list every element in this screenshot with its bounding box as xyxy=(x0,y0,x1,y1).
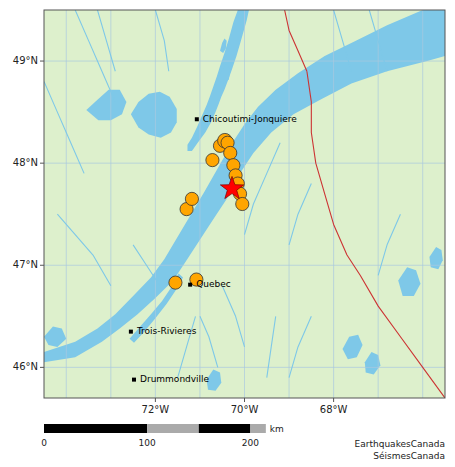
line-path xyxy=(75,10,115,102)
map-chart: Chicoutimi-Jonquiere Quebec Trois-Rivieres… xyxy=(0,0,455,467)
area-shape xyxy=(187,10,248,151)
grid-line xyxy=(422,10,423,398)
x-tick-label: 72°W xyxy=(142,404,170,415)
attribution-line: SéismesCanada xyxy=(373,451,445,461)
scale-bar-segment xyxy=(44,424,147,433)
x-tick-label: 68°W xyxy=(320,404,348,415)
plot-area xyxy=(44,10,445,398)
scale-bar-label: 0 xyxy=(41,438,47,448)
x-tick xyxy=(244,398,245,402)
area-shape xyxy=(398,267,420,296)
line-path xyxy=(155,10,168,71)
x-tick-label: 70°W xyxy=(231,404,259,415)
square-marker xyxy=(132,378,136,382)
line-path xyxy=(267,316,276,377)
plot-frame xyxy=(44,10,445,398)
grid-line xyxy=(44,61,445,62)
grid-line xyxy=(333,10,334,398)
line-path xyxy=(378,214,400,275)
area-shape xyxy=(131,92,177,138)
scale-bar-segment xyxy=(199,424,251,433)
line-path xyxy=(57,214,110,285)
point-label: Chicoutimi-Jonquiere xyxy=(203,114,298,124)
grid-line xyxy=(66,10,67,398)
grid-line xyxy=(378,10,379,398)
area-shape xyxy=(86,90,126,121)
y-tick-label: 48°N xyxy=(13,157,38,168)
x-tick xyxy=(333,398,334,402)
scale-bar-segment xyxy=(250,424,265,433)
labels: Chicoutimi-Jonquiere Quebec Trois-Rivieres… xyxy=(13,55,445,461)
y-tick-label: 47°N xyxy=(13,259,38,270)
line-path xyxy=(369,10,387,71)
attribution-line: EarthquakesCanada xyxy=(355,439,445,449)
circle-marker xyxy=(236,197,249,210)
line-path xyxy=(222,286,244,347)
line-path xyxy=(307,71,445,398)
area-shape xyxy=(343,335,363,360)
line-path xyxy=(44,81,84,173)
y-tick-label: 46°N xyxy=(13,361,38,372)
line-path xyxy=(200,316,218,367)
circle-marker xyxy=(206,154,219,167)
grid-line xyxy=(199,10,200,398)
line-path xyxy=(289,316,311,377)
scale-bar-label: 200 xyxy=(242,438,259,448)
grid-line xyxy=(44,163,445,164)
grid-line xyxy=(44,367,445,368)
square-marker xyxy=(195,117,199,121)
y-tick-label: 49°N xyxy=(13,55,38,66)
line-path xyxy=(245,143,281,235)
grid-line xyxy=(44,265,445,266)
area-shape xyxy=(217,64,230,83)
y-tick xyxy=(40,265,44,266)
scale-bar-label: 100 xyxy=(139,438,156,448)
area-shape xyxy=(429,247,442,269)
grid-line xyxy=(110,10,111,398)
line-path xyxy=(289,184,311,245)
circle-marker xyxy=(224,146,237,159)
scale-bar-unit: km xyxy=(270,424,284,434)
point-label: Trois-Rivieres xyxy=(136,326,197,336)
square-marker xyxy=(188,283,192,287)
grid-line xyxy=(155,10,156,398)
point-label: Quebec xyxy=(196,279,231,289)
line-path xyxy=(334,10,352,71)
area-shape xyxy=(44,327,66,347)
y-tick xyxy=(40,367,44,368)
line-path xyxy=(133,245,160,286)
point-label: Drummondville xyxy=(140,374,210,384)
y-tick xyxy=(40,163,44,164)
line-path xyxy=(97,10,115,71)
area-shape xyxy=(44,10,445,398)
grid-line xyxy=(289,10,290,398)
square-marker xyxy=(129,330,133,334)
x-tick xyxy=(155,398,156,402)
line-path xyxy=(285,10,307,71)
star-marker xyxy=(220,176,243,198)
circle-marker xyxy=(185,192,198,205)
circle-marker xyxy=(169,276,182,289)
attribution: EarthquakesCanada SéismesCanada xyxy=(355,439,445,461)
scale-bar-segment xyxy=(147,424,199,433)
scale-bar xyxy=(44,424,266,433)
y-tick xyxy=(40,61,44,62)
area-shape xyxy=(220,39,227,53)
